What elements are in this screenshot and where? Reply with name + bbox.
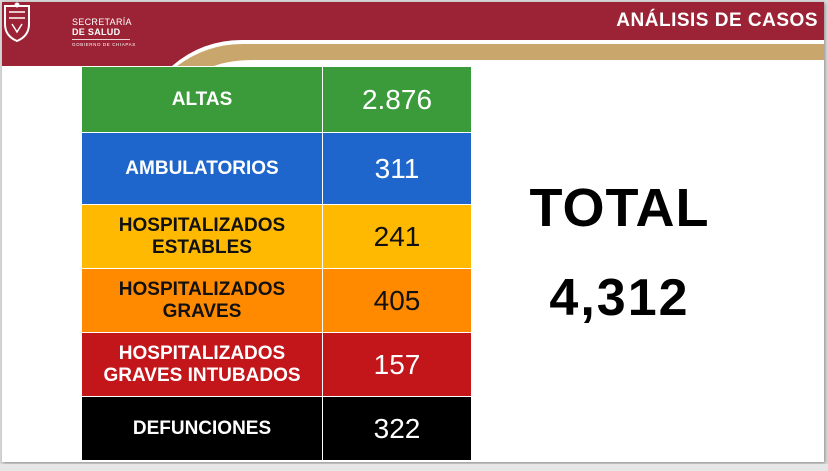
table-row: ALTAS 2.876 [81,66,472,133]
row-label: HOSPITALIZADOS GRAVES [81,268,323,333]
header-banner: SECRETARÍA DE SALUD GOBIERNO DE CHIAPAS … [2,2,824,66]
row-label: HOSPITALIZADOS GRAVES INTUBADOS [81,332,323,397]
row-label: DEFUNCIONES [81,396,323,461]
brand-line-2: DE SALUD [72,27,121,37]
table-row: AMBULATORIOS 311 [81,132,472,205]
row-value: 2.876 [322,66,472,133]
table-row: HOSPITALIZADOS GRAVES INTUBADOS 157 [81,332,472,397]
bottom-bar [0,464,828,471]
table-row: HOSPITALIZADOS ESTABLES 241 [81,204,472,269]
row-label: HOSPITALIZADOS ESTABLES [81,204,323,269]
table-row: HOSPITALIZADOS GRAVES 405 [81,268,472,333]
header-background [2,2,824,66]
total-label: TOTAL [529,178,710,238]
brand-divider [72,39,130,40]
brand-line-1: SECRETARÍA [72,17,132,27]
row-value: 157 [322,332,472,397]
row-value: 405 [322,268,472,333]
slide: SECRETARÍA DE SALUD GOBIERNO DE CHIAPAS … [2,2,824,462]
row-value: 241 [322,204,472,269]
brand-line-3: GOBIERNO DE CHIAPAS [72,42,136,47]
page-title: ANÁLISIS DE CASOS [616,10,818,31]
state-coat-of-arms-icon [4,2,30,42]
row-label: AMBULATORIOS [81,132,323,205]
total-value: 4,312 [549,269,690,327]
row-value: 322 [322,396,472,461]
cases-table-body: ALTAS 2.876 AMBULATORIOS 311 HOSPITALIZADOS … [81,66,472,461]
row-label: ALTAS [81,66,323,133]
row-value: 311 [322,132,472,205]
table-row: DEFUNCIONES 322 [81,396,472,461]
cases-table: ALTAS 2.876 AMBULATORIOS 311 HOSPITALIZADOS … [81,66,472,461]
